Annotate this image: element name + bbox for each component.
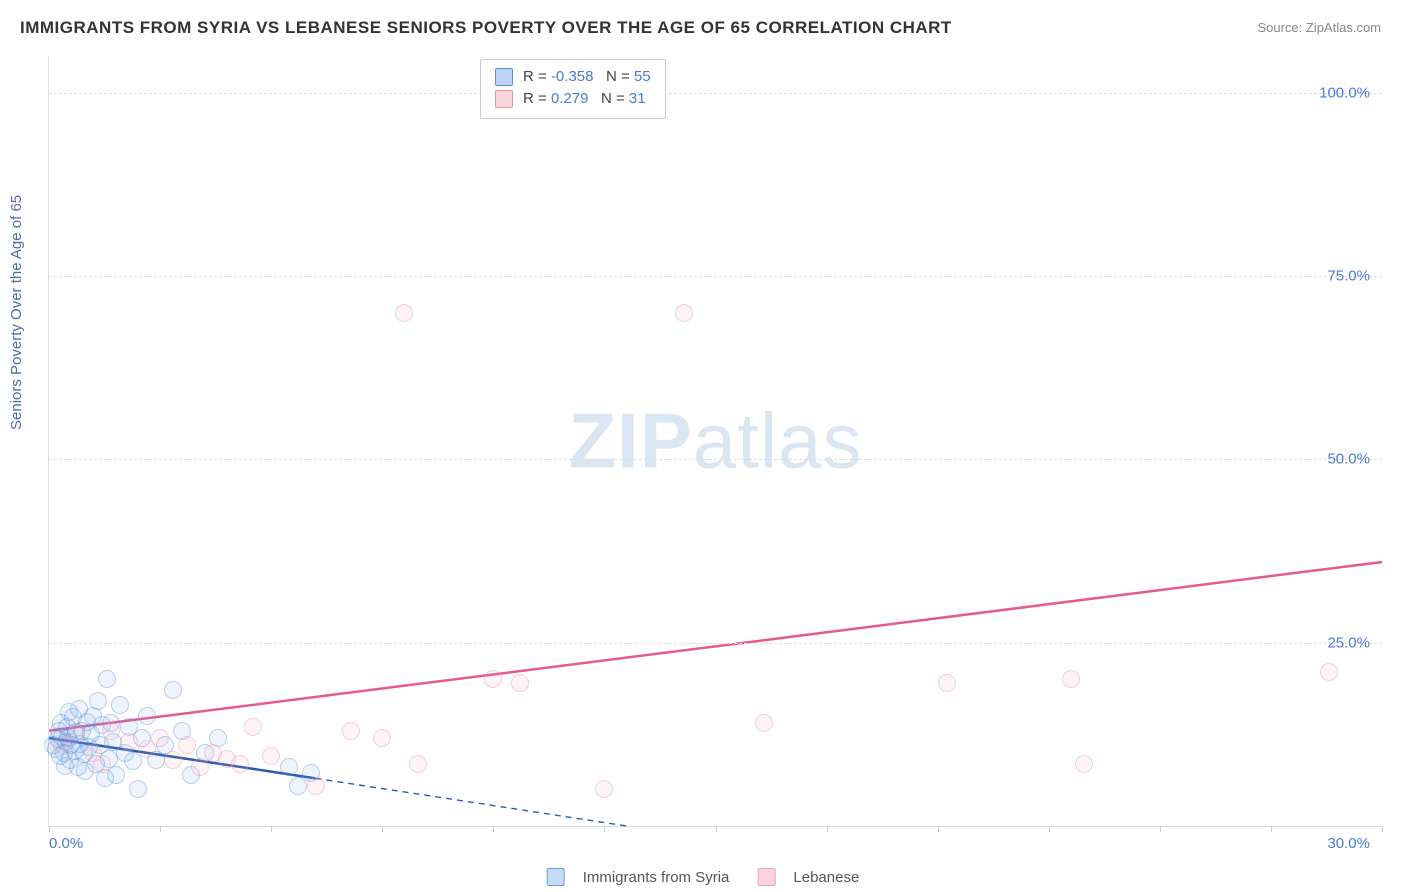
- legend-label: Immigrants from Syria: [583, 869, 730, 886]
- y-tick-label: 100.0%: [1319, 84, 1370, 101]
- gridline-horizontal: [49, 276, 1382, 277]
- x-tick: [716, 826, 717, 832]
- stats-legend-box: R = -0.358 N = 55R = 0.279 N = 31: [480, 59, 666, 119]
- x-tick: [938, 826, 939, 832]
- y-tick-label: 25.0%: [1327, 634, 1370, 651]
- stats-legend-row: R = -0.358 N = 55: [495, 66, 651, 88]
- y-tick-label: 50.0%: [1327, 451, 1370, 468]
- scatter-point: [262, 747, 280, 765]
- scatter-point: [231, 755, 249, 773]
- scatter-point: [1320, 663, 1338, 681]
- scatter-point: [191, 758, 209, 776]
- x-tick: [493, 826, 494, 832]
- scatter-point: [111, 696, 129, 714]
- scatter-point: [93, 755, 111, 773]
- legend-swatch: [547, 868, 565, 886]
- scatter-point: [178, 736, 196, 754]
- legend-swatch: [495, 90, 513, 108]
- legend-swatch: [757, 868, 775, 886]
- scatter-point: [244, 718, 262, 736]
- x-tick-label: 30.0%: [1327, 835, 1370, 852]
- x-tick: [1160, 826, 1161, 832]
- gridline-horizontal: [49, 643, 1382, 644]
- scatter-point: [151, 729, 169, 747]
- series-legend: Immigrants from Syria Lebanese: [547, 868, 860, 886]
- gridline-horizontal: [49, 459, 1382, 460]
- x-tick: [160, 826, 161, 832]
- trend-line: [316, 778, 627, 826]
- legend-swatch: [495, 68, 513, 86]
- stats-legend-text: R = -0.358 N = 55: [523, 66, 651, 88]
- legend-item: Immigrants from Syria: [547, 868, 730, 886]
- watermark: ZIPatlas: [568, 396, 862, 487]
- scatter-point: [755, 714, 773, 732]
- x-tick: [1382, 826, 1383, 832]
- scatter-point: [129, 780, 147, 798]
- scatter-point: [164, 751, 182, 769]
- x-tick: [382, 826, 383, 832]
- scatter-point: [409, 755, 427, 773]
- scatter-point: [484, 670, 502, 688]
- scatter-point: [67, 725, 85, 743]
- stats-legend-text: R = 0.279 N = 31: [523, 88, 646, 110]
- legend-label: Lebanese: [793, 869, 859, 886]
- scatter-point: [373, 729, 391, 747]
- scatter-point: [98, 670, 116, 688]
- scatter-point: [89, 692, 107, 710]
- y-axis-label: Seniors Poverty Over the Age of 65: [8, 195, 25, 430]
- scatter-point: [102, 722, 120, 740]
- gridline-horizontal: [49, 93, 1382, 94]
- scatter-point: [938, 674, 956, 692]
- scatter-point: [1075, 755, 1093, 773]
- trend-line: [49, 562, 1382, 731]
- x-tick: [827, 826, 828, 832]
- x-tick: [604, 826, 605, 832]
- stats-legend-row: R = 0.279 N = 31: [495, 88, 651, 110]
- scatter-point: [1062, 670, 1080, 688]
- source-attribution: Source: ZipAtlas.com: [1257, 20, 1381, 35]
- scatter-point: [511, 674, 529, 692]
- trend-lines-layer: [49, 56, 1382, 826]
- scatter-point: [280, 758, 298, 776]
- x-tick: [1271, 826, 1272, 832]
- scatter-point: [395, 304, 413, 322]
- chart-title: IMMIGRANTS FROM SYRIA VS LEBANESE SENIOR…: [20, 18, 952, 38]
- legend-item: Lebanese: [757, 868, 859, 886]
- x-tick: [1049, 826, 1050, 832]
- scatter-point: [120, 733, 138, 751]
- y-tick-label: 75.0%: [1327, 268, 1370, 285]
- x-tick: [49, 826, 50, 832]
- scatter-point: [595, 780, 613, 798]
- scatter-point: [138, 707, 156, 725]
- scatter-point: [164, 681, 182, 699]
- x-tick-label: 0.0%: [49, 835, 83, 852]
- x-tick: [271, 826, 272, 832]
- scatter-plot-area: ZIPatlas 25.0%50.0%75.0%100.0%0.0%30.0%: [48, 56, 1382, 827]
- scatter-point: [342, 722, 360, 740]
- scatter-point: [307, 777, 325, 795]
- scatter-point: [675, 304, 693, 322]
